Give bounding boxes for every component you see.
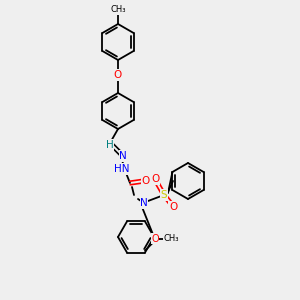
Text: S: S <box>161 190 167 200</box>
Text: N: N <box>140 198 148 208</box>
Text: O: O <box>169 202 177 212</box>
Text: O: O <box>151 234 159 244</box>
Text: HN: HN <box>114 164 130 174</box>
Text: O: O <box>142 176 150 186</box>
Text: H: H <box>106 140 114 150</box>
Text: O: O <box>151 174 159 184</box>
Text: O: O <box>114 70 122 80</box>
Text: CH₃: CH₃ <box>110 5 126 14</box>
Text: N: N <box>119 151 127 161</box>
Text: CH₃: CH₃ <box>163 234 179 243</box>
